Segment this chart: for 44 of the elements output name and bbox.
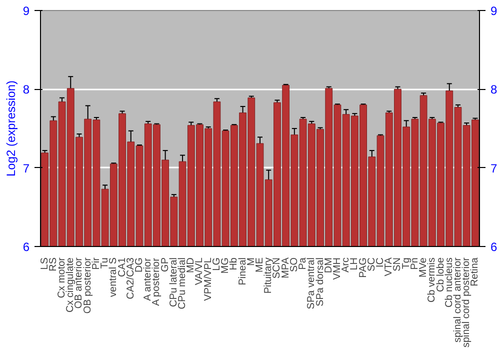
x-tick-label: SPa dorsal [314, 257, 326, 306]
x-tick-label: CA1 [116, 257, 128, 277]
x-tick-label: Pn [409, 257, 420, 270]
x-tick-label: RS [48, 257, 59, 272]
y-tick-label: 8 [22, 82, 30, 97]
y2-tick-label: 6 [490, 240, 498, 254]
x-tick-label: Cb lobe [435, 257, 446, 292]
x-tick-label: OB posterior [82, 256, 94, 314]
y2-tick-label: 8 [490, 82, 498, 97]
x-tick-label: MPA [280, 257, 292, 278]
x-tick-label: SN [392, 257, 404, 272]
x-tick-label: SCN [272, 257, 283, 279]
x-tick-label: LG [211, 257, 222, 271]
x-tick-label: SO [288, 257, 300, 272]
y-axis-title: Log2 (expression) [4, 80, 18, 177]
x-tick-label: Pituitary [263, 258, 274, 294]
x-tick-label: LS [39, 257, 50, 270]
y-tick-label: 6 [22, 240, 30, 254]
x-tick-label: spinal cord anterior [452, 256, 464, 343]
x-tick-label: Hb [228, 257, 240, 270]
x-tick-label: M [246, 257, 257, 266]
x-tick-label: spinal cord posterior [461, 256, 472, 348]
x-tick-label: Pir [90, 256, 102, 270]
y2-tick-label: 7 [490, 161, 498, 176]
x-tick-label: ventral S [108, 257, 120, 297]
y2-tick-label: 9 [490, 4, 498, 18]
x-tick-label: Pineal [237, 257, 248, 286]
x-tick-label: Tg [400, 258, 412, 270]
x-tick-label: Retina [470, 257, 481, 286]
x-tick-label: PAG [358, 257, 369, 278]
x-tick-label: Cb nucleus [444, 258, 455, 308]
x-tick-label: DM [323, 257, 334, 274]
x-tick-label: A posterior [151, 257, 162, 306]
y-tick-label: 9 [22, 4, 30, 18]
x-tick-label: GP [160, 257, 171, 272]
x-tick-label: VMH [332, 257, 343, 280]
x-tick-label: ME [254, 257, 266, 272]
x-tick-label: DG [134, 257, 145, 272]
y-tick-label: 7 [22, 161, 30, 176]
x-tick-label: OB anterior [74, 256, 85, 309]
x-tick-label: CA2/CA3 [125, 257, 136, 300]
x-tick-label: SC [366, 257, 378, 272]
x-tick-label: LH [349, 257, 360, 270]
x-tick-label: VPM/VPL [202, 257, 214, 301]
